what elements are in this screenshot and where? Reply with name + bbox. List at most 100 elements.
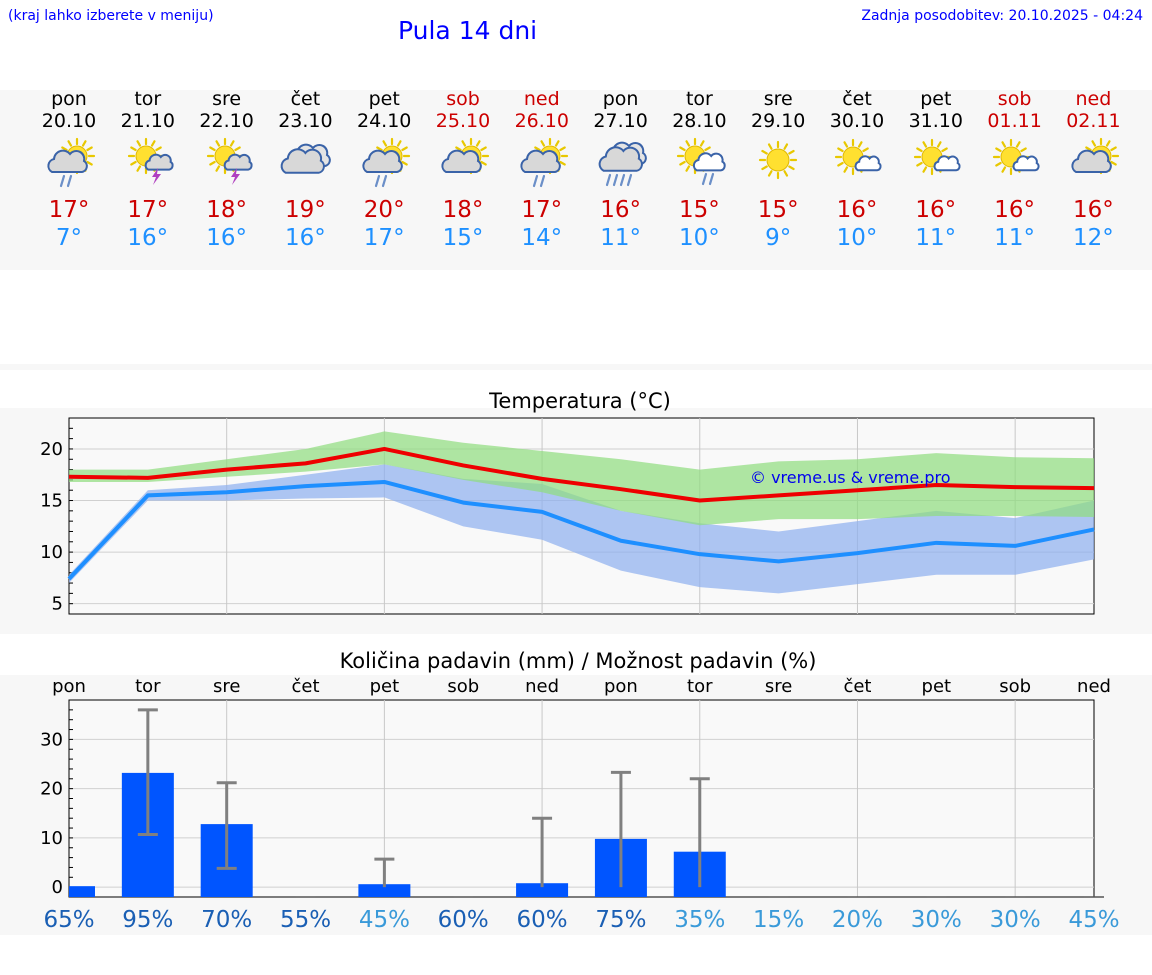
partly-cloudy-rain-icon [344,132,424,196]
icon-graphic [281,143,332,174]
partly-cloudy-rain-icon [502,132,582,196]
sun-small-cloud-icon [896,132,976,196]
day-column: pet 24.10 20° 17° [344,88,424,252]
y-tick-label: 10 [40,542,63,563]
temp-max: 16° [994,197,1035,223]
sun-storm-icon [187,132,267,196]
day-date: 20.10 [41,110,97,132]
day-name: pon [51,88,87,110]
x-day-label: sre [213,676,240,697]
temp-min: 16° [127,225,169,251]
day-column: sre 22.10 18° 16° [187,88,267,252]
day-name: sob [446,88,480,110]
day-date: 27.10 [593,110,648,132]
precip-probability: 70% [201,907,252,933]
y-tick-label: 10 [40,828,63,849]
temp-min: 7° [55,225,83,251]
day-name: tor [134,88,162,110]
partly-cloudy-icon [423,132,503,196]
icon-graphic [520,137,568,188]
x-day-label: ned [525,676,559,697]
day-column: tor 28.10 15° 10° [659,88,739,252]
x-day-label: pet [922,676,952,697]
x-day-label: tor [135,676,161,697]
precip-bar [69,886,95,897]
day-column: čet 30.10 16° 10° [817,88,897,252]
temp-min: 11° [994,225,1035,251]
temp-min: 10° [836,225,878,251]
precip-probability: 45% [359,907,410,933]
precip-probability: 30% [911,907,962,933]
icon-graphic [362,137,411,188]
precip-probability: 35% [674,907,725,933]
icon-graphic [127,137,174,185]
temp-min: 14° [521,225,563,251]
day-date: 01.11 [987,110,1042,132]
day-date: 26.10 [514,110,569,132]
icon-graphic [834,138,882,176]
day-date: 02.11 [1066,110,1121,132]
day-date: 25.10 [435,110,491,132]
min-temp-range [69,464,1094,594]
temp-max: 18° [206,197,247,223]
icon-graphic [759,140,798,180]
temp-min: 12° [1073,225,1114,251]
sun-icon [738,132,818,196]
temp-max: 17° [48,197,90,223]
forecast-strip [0,90,1152,270]
day-name: pet [368,88,400,110]
sun-small-cloud-icon [817,132,897,196]
temp-max: 17° [127,197,169,223]
day-name: čet [842,88,872,110]
x-day-label: tor [687,676,713,697]
day-column: pon 27.10 16° 11° [581,88,661,252]
x-day-label: sob [999,676,1031,697]
icon-graphic [992,138,1040,176]
icon-graphic [1071,137,1120,175]
day-date: 24.10 [356,110,412,132]
temp-min: 17° [363,225,405,251]
day-column: sre 29.10 15° 9° [738,88,818,252]
precip-probability: 60% [438,907,489,933]
min-temp-line [67,479,1095,581]
temp-min: 16° [285,225,326,251]
watermark: © vreme.us & vreme.pro [750,468,951,487]
temp-min: 11° [915,225,957,251]
max-temp-range [69,431,1094,526]
x-day-label: sob [447,676,479,697]
temp-min: 9° [765,225,792,251]
temp-max: 15° [757,197,799,223]
divider [0,364,1152,370]
temp-max: 20° [363,197,405,223]
sun-storm-icon [108,132,188,196]
icon-graphic [206,137,253,185]
precip-probability: 60% [517,907,568,933]
temp-max: 16° [915,197,957,223]
day-column: tor 21.10 17° 16° [108,88,188,252]
temp-max: 16° [836,197,878,223]
day-name: pet [920,88,952,110]
day-date: 30.10 [829,110,885,132]
precip-probability: 75% [595,907,646,933]
cloudy-icon [265,132,345,196]
precip-probability: 30% [990,907,1041,933]
day-date: 21.10 [120,110,175,132]
temp-max: 15° [679,197,720,223]
x-day-label: pon [52,676,86,697]
temp-max: 17° [521,197,563,223]
partly-cloudy-icon [1053,132,1133,196]
y-tick-label: 30 [40,729,63,750]
x-day-label: sre [765,676,792,697]
day-column: ned 26.10 17° 14° [502,88,582,252]
day-name: tor [685,88,713,110]
day-column: pon 20.10 17° 7° [29,88,109,252]
day-date: 23.10 [278,110,333,132]
x-day-label: pon [604,676,638,697]
day-name: sre [212,88,242,110]
icon-graphic [913,138,961,176]
day-name: sob [997,88,1032,110]
temp-max: 16° [1073,197,1114,223]
partly-cloudy-rain-icon [29,132,109,196]
icon-graphic [441,137,490,175]
